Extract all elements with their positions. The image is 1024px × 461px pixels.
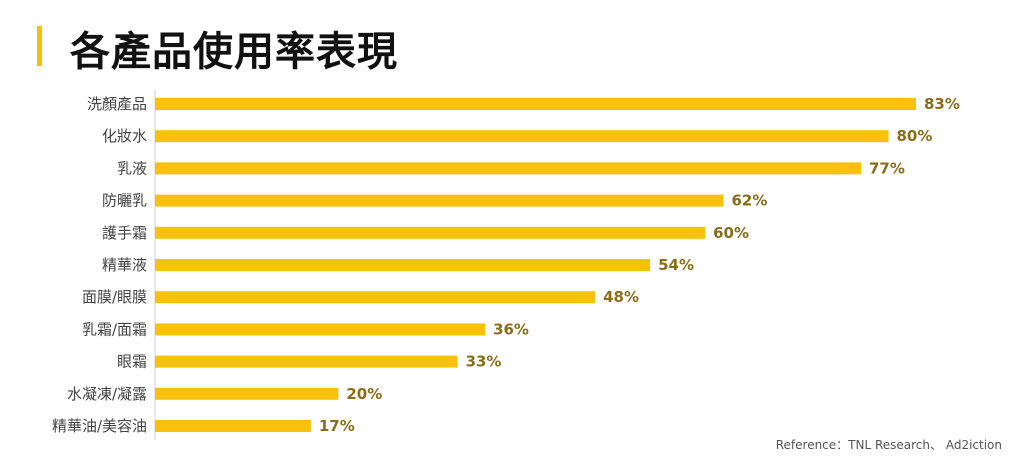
value-label: 62%	[731, 192, 767, 210]
bar	[155, 259, 651, 271]
value-label: 33%	[466, 353, 502, 371]
category-label: 乳霜/面霜	[82, 320, 147, 338]
bar	[155, 226, 706, 239]
value-label: 60%	[713, 224, 749, 242]
category-label: 化妝水	[102, 127, 147, 145]
category-label: 護手霜	[102, 224, 147, 242]
value-label: 80%	[896, 127, 932, 145]
bar	[155, 194, 724, 207]
value-label: 36%	[493, 320, 529, 338]
bar	[155, 420, 311, 432]
bar	[155, 323, 486, 336]
chart-title: 各產品使用率表現	[70, 29, 398, 75]
bars-group: 洗顏產品 83% 化妝水 80% 乳液 77% 防曬乳 62% 護手霜 60% 精華液 54% 面膜/眼…	[52, 95, 960, 435]
title-accent-bar	[37, 26, 42, 66]
value-label: 48%	[603, 288, 639, 306]
category-label: 面膜/眼膜	[82, 288, 147, 306]
category-label: 精華液	[102, 256, 147, 274]
category-label: 防曬乳	[102, 192, 147, 210]
category-label: 洗顏產品	[87, 95, 147, 113]
category-label: 眼霜	[117, 353, 147, 371]
value-label: 54%	[658, 256, 694, 274]
bar	[155, 98, 916, 110]
value-label: 83%	[924, 95, 960, 113]
source-note: Reference：TNL Research、 Ad2iction	[775, 438, 1002, 452]
value-label: 17%	[319, 417, 355, 435]
bar	[155, 162, 861, 175]
category-label: 精華油/美容油	[52, 417, 147, 435]
bar	[155, 355, 458, 368]
bar	[155, 291, 596, 304]
value-label: 77%	[869, 159, 905, 177]
category-label: 乳液	[117, 159, 147, 177]
bar	[155, 387, 339, 400]
value-label: 20%	[346, 385, 382, 403]
bar	[155, 130, 889, 143]
category-label: 水凝凍/凝露	[67, 385, 147, 403]
